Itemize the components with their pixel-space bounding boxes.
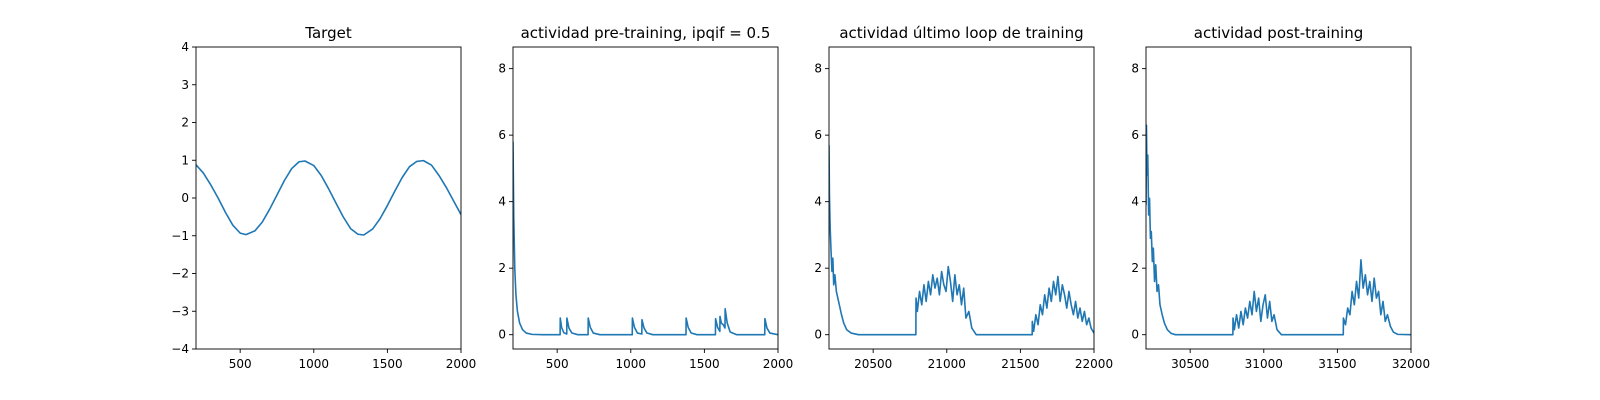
subplot-target: Target 500 1000 1500 2000 −4 −3 −2 −1 0 1 2 3 4 bbox=[171, 24, 476, 371]
y-tick-label: 8 bbox=[814, 62, 822, 76]
y-tick-label: 4 bbox=[1131, 195, 1139, 209]
y-tick-label: 6 bbox=[1131, 128, 1139, 142]
y-tick-label: −4 bbox=[171, 342, 189, 356]
y-tick-label: 1 bbox=[181, 153, 189, 167]
x-tick-label: 30500 bbox=[1171, 357, 1209, 371]
y-tick-label: 4 bbox=[498, 195, 506, 209]
axes-frame bbox=[195, 46, 462, 350]
y-tick-label: 0 bbox=[498, 328, 506, 342]
series-line bbox=[513, 141, 778, 336]
subplot-pre-training: actividad pre-training, ipqif = 0.5 500 1… bbox=[498, 24, 793, 371]
y-tick-label: 2 bbox=[181, 116, 189, 130]
x-tick-label: 31500 bbox=[1318, 357, 1356, 371]
y-tick-label: 6 bbox=[814, 128, 822, 142]
y-tick-label: 0 bbox=[1131, 328, 1139, 342]
y-tick-label: 8 bbox=[498, 62, 506, 76]
y-tick-label: 8 bbox=[1131, 62, 1139, 76]
x-tick-label: 22000 bbox=[1075, 357, 1113, 371]
x-tick-label: 1000 bbox=[616, 357, 647, 371]
x-tick-label: 32000 bbox=[1392, 357, 1430, 371]
y-tick-label: −1 bbox=[171, 229, 189, 243]
subplot-title: actividad último loop de training bbox=[839, 24, 1083, 42]
y-tick-label: 2 bbox=[814, 261, 822, 275]
x-tick-label: 1500 bbox=[372, 357, 403, 371]
axes-frame bbox=[828, 46, 1095, 350]
subplot-title: actividad post-training bbox=[1194, 24, 1363, 42]
x-tick-label: 20500 bbox=[854, 357, 892, 371]
y-tick-label: 4 bbox=[814, 195, 822, 209]
x-tick-label: 2000 bbox=[446, 357, 477, 371]
y-tick-label: −3 bbox=[171, 304, 189, 318]
series-line bbox=[1146, 124, 1411, 336]
x-tick-label: 2000 bbox=[763, 357, 794, 371]
y-tick-label: 6 bbox=[498, 128, 506, 142]
y-tick-label: 2 bbox=[1131, 261, 1139, 275]
x-tick-label: 21000 bbox=[928, 357, 966, 371]
series-line bbox=[829, 145, 1094, 336]
x-tick-label: 500 bbox=[546, 357, 569, 371]
x-tick-label: 1500 bbox=[689, 357, 720, 371]
series-line bbox=[196, 159, 461, 236]
y-tick-label: 2 bbox=[498, 261, 506, 275]
subplot-post-training: actividad post-training 30500 31000 31500 3… bbox=[1131, 24, 1430, 371]
subplot-title: Target bbox=[304, 24, 352, 42]
x-tick-label: 21500 bbox=[1001, 357, 1039, 371]
x-tick-label: 1000 bbox=[299, 357, 330, 371]
y-tick-label: 0 bbox=[181, 191, 189, 205]
x-tick-label: 31000 bbox=[1245, 357, 1283, 371]
y-tick-label: 4 bbox=[181, 40, 189, 54]
x-tick-label: 500 bbox=[229, 357, 252, 371]
y-tick-label: 0 bbox=[814, 328, 822, 342]
subplot-title: actividad pre-training, ipqif = 0.5 bbox=[521, 24, 771, 42]
y-tick-label: 3 bbox=[181, 78, 189, 92]
axes-frame bbox=[1145, 46, 1412, 350]
y-tick-label: −2 bbox=[171, 267, 189, 281]
axes-frame bbox=[512, 46, 779, 350]
subplot-last-training-loop: actividad último loop de training 20500 2… bbox=[814, 24, 1113, 371]
